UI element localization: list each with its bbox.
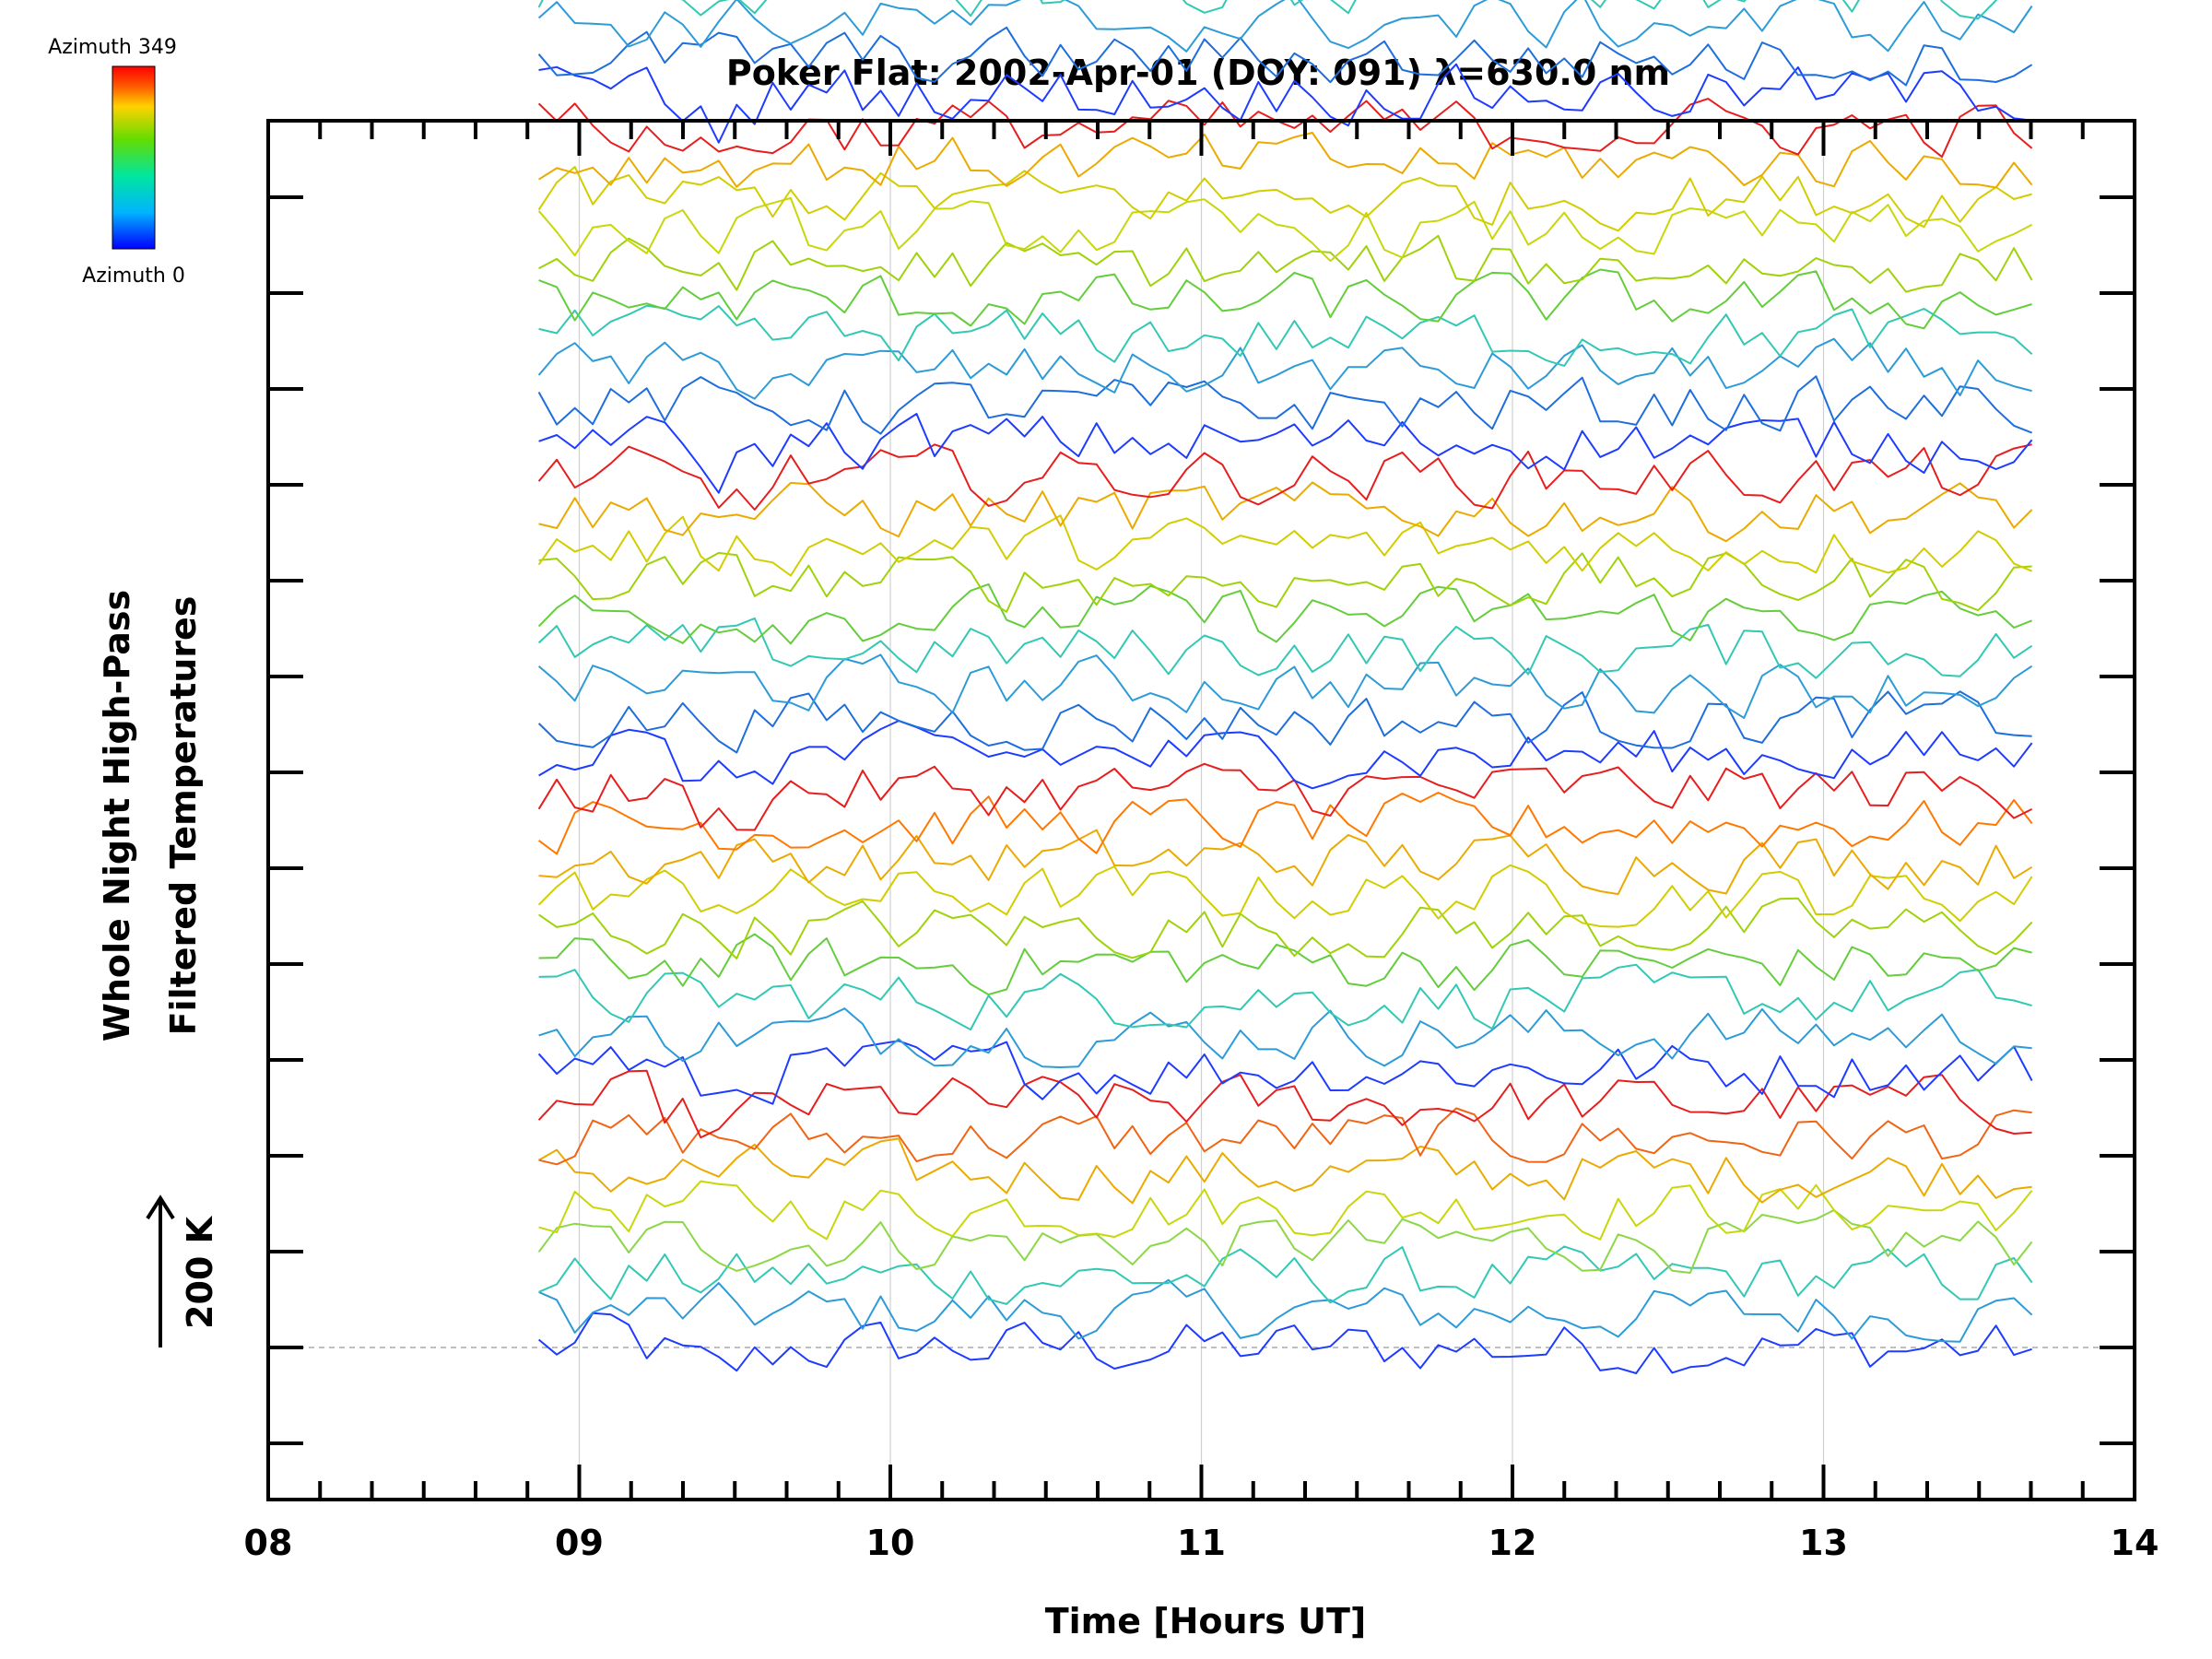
series-line [538, 1107, 2032, 1166]
x-tick-label: 11 [1177, 1523, 1226, 1563]
scale-bar: 200 K [146, 1194, 220, 1347]
x-tick-label: 14 [2111, 1523, 2159, 1563]
series-line [538, 720, 2033, 790]
series-line [537, 1040, 2033, 1105]
series-line [537, 0, 2033, 53]
series-line [538, 897, 2033, 959]
series-line [538, 268, 2032, 330]
series-line [538, 963, 2032, 1031]
series-line [537, 762, 2033, 831]
series-line [537, 375, 2032, 435]
series-line [538, 933, 2032, 996]
series-line [538, 413, 2033, 494]
series-line [538, 1180, 2033, 1241]
series-line [537, 196, 2033, 263]
series-line [537, 514, 2032, 577]
series-line [537, 26, 2033, 87]
series-line [538, 1137, 2032, 1205]
series-line [537, 582, 2032, 645]
y-axis-label-line1: Whole Night High-Pass [97, 590, 137, 1041]
series-line [537, 617, 2033, 679]
series-line [537, 98, 2033, 159]
x-tick-label: 08 [244, 1523, 293, 1563]
series-line [537, 1209, 2033, 1274]
series-line [538, 551, 2032, 613]
grid-layer [268, 121, 2135, 1500]
series-line [538, 1245, 2033, 1305]
scale-bar-label: 200 K [180, 1215, 220, 1329]
series-line [538, 1007, 2032, 1068]
series-line [537, 0, 1998, 20]
series-line [537, 864, 2033, 928]
scale-bar-arrowhead [146, 1194, 175, 1220]
series-layer [537, 0, 2033, 1374]
colorbar [112, 65, 156, 250]
series-line [538, 481, 2033, 543]
series-line [538, 792, 2033, 855]
series-line [537, 1312, 2032, 1374]
series-line [537, 166, 2032, 232]
chart-title: Poker Flat: 2002-Apr-01 (DOY: 091) λ=630… [726, 53, 1670, 93]
series-line [538, 1278, 2033, 1343]
series-line [538, 304, 2033, 367]
x-tick-label: 10 [866, 1523, 915, 1563]
y-axis-label-line2: Filtered Temperatures [163, 596, 204, 1036]
series-line [538, 234, 2033, 293]
series-line [538, 132, 2033, 189]
axes-layer: 08 09 10 11 12 13 14 [244, 119, 2159, 1563]
series-line [537, 337, 2032, 400]
series-line [537, 1069, 2032, 1139]
colorbar-top-label: Azimuth 349 [48, 36, 177, 59]
series-line [538, 63, 2032, 144]
series-line [537, 443, 2032, 511]
series-line [537, 690, 2032, 754]
colorbar-bottom-label: Azimuth 0 [82, 265, 185, 288]
x-tick-label: 12 [1488, 1523, 1537, 1563]
x-tick-label: 09 [555, 1523, 604, 1563]
series-line [537, 653, 2033, 719]
series-line [538, 829, 2033, 896]
x-axis-label: Time [Hours UT] [1045, 1601, 1367, 1641]
x-tick-label: 13 [1799, 1523, 1848, 1563]
